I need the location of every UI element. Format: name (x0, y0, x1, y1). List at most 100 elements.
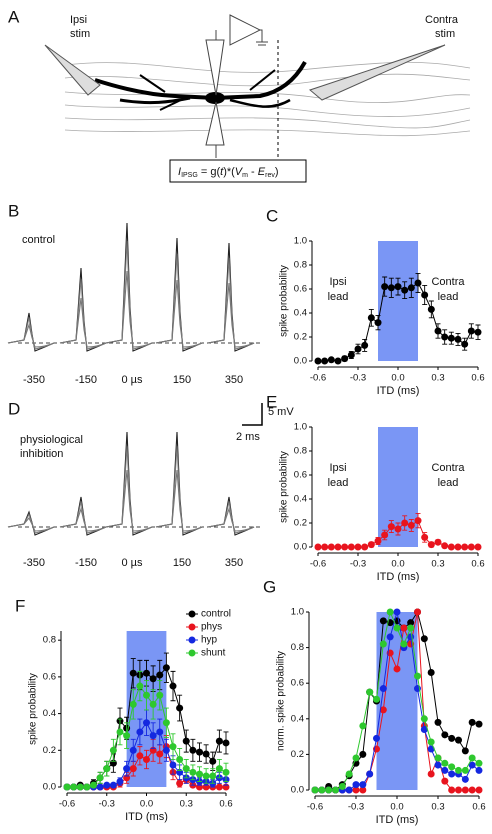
y-axis-label: norm. spike probability (276, 651, 287, 751)
data-point (447, 334, 455, 342)
data-point (96, 774, 104, 782)
formula-part: m (242, 172, 248, 179)
data-point (427, 770, 435, 778)
condition-label: physiological (20, 434, 83, 446)
data-point (401, 286, 409, 294)
data-point (467, 543, 475, 551)
data-point (434, 327, 442, 335)
data-point (182, 737, 190, 745)
data-point (393, 608, 401, 616)
y-tick-label: 0.2 (291, 749, 304, 760)
data-point (407, 284, 415, 292)
data-point (461, 766, 469, 774)
data-point (149, 732, 157, 740)
data-point (441, 759, 449, 767)
data-point (70, 783, 78, 791)
panel-label: B (8, 201, 19, 220)
formula-part: = g( (198, 166, 221, 178)
x-tick-label: 0.0 (140, 799, 153, 810)
y-tick-label: 0.6 (294, 284, 307, 295)
data-point (352, 781, 360, 789)
condition-label: inhibition (20, 448, 63, 460)
annotation: lead (328, 477, 349, 489)
scale-bar (242, 403, 263, 426)
data-point (434, 761, 442, 769)
data-point (136, 728, 144, 736)
x-tick-label: -0.3 (99, 799, 115, 810)
data-point (314, 543, 322, 551)
data-point (103, 765, 111, 773)
data-point (468, 754, 476, 762)
legend-label: shunt (201, 648, 226, 659)
y-tick-label: 0.4 (291, 713, 304, 724)
panel-label: F (15, 596, 25, 615)
data-point (441, 333, 449, 341)
data-point (448, 786, 456, 794)
data-point (325, 786, 333, 794)
data-point (209, 772, 217, 780)
data-point (347, 543, 355, 551)
data-point (321, 357, 329, 365)
y-tick-label: 0.2 (294, 518, 307, 529)
data-point (156, 691, 164, 699)
voltage-trace (59, 297, 107, 348)
data-point (474, 543, 482, 551)
data-point (162, 664, 170, 672)
data-point (334, 543, 342, 551)
data-point (162, 719, 170, 727)
data-point (386, 608, 394, 616)
data-point (461, 543, 469, 551)
data-point (434, 754, 442, 762)
legend-label: phys (201, 622, 222, 633)
y-tick-label: 1.0 (294, 422, 307, 433)
data-point (209, 757, 217, 765)
data-point (149, 700, 157, 708)
data-point (448, 734, 456, 742)
shaded-region (378, 241, 418, 361)
x-tick-label: 0.0 (391, 373, 404, 384)
voltage-trace (7, 322, 55, 348)
data-point (162, 746, 170, 754)
data-point (156, 728, 164, 736)
data-point (434, 538, 442, 546)
y-tick-label: 0.2 (294, 332, 307, 343)
y-tick-label: 0.0 (294, 542, 307, 553)
data-point (83, 783, 91, 791)
y-tick-label: 0.8 (291, 642, 304, 653)
formula-part: t (220, 166, 224, 178)
data-point (341, 543, 349, 551)
data-point (475, 759, 483, 767)
x-axis-label: ITD (ms) (125, 811, 168, 823)
itd-label: 150 (173, 374, 191, 386)
annotation: stim (435, 28, 455, 40)
panel-label: A (8, 7, 20, 26)
scale-label: 2 ms (236, 431, 260, 443)
data-point (461, 340, 469, 348)
data-point (202, 750, 210, 758)
data-point (374, 319, 382, 327)
y-tick-label: 0.8 (43, 635, 56, 646)
data-point (176, 779, 184, 787)
data-point (156, 671, 164, 679)
data-point (427, 305, 435, 313)
data-point (374, 537, 382, 545)
y-tick-label: 0.0 (43, 782, 56, 793)
data-point (196, 748, 203, 756)
data-point (361, 341, 369, 349)
annotation: Contra (425, 14, 459, 26)
data-point (149, 675, 157, 683)
data-point (116, 728, 124, 736)
data-point (373, 734, 380, 742)
data-point (129, 765, 137, 773)
y-tick-label: 0.8 (294, 260, 307, 271)
data-point (441, 777, 449, 785)
data-point (461, 747, 469, 755)
data-point (354, 345, 362, 353)
y-tick-label: 0.4 (294, 494, 307, 505)
data-point (202, 772, 210, 780)
data-point (421, 533, 429, 541)
annotation: lead (438, 477, 459, 489)
data-point (461, 775, 469, 783)
annotation: Ipsi (329, 462, 346, 474)
